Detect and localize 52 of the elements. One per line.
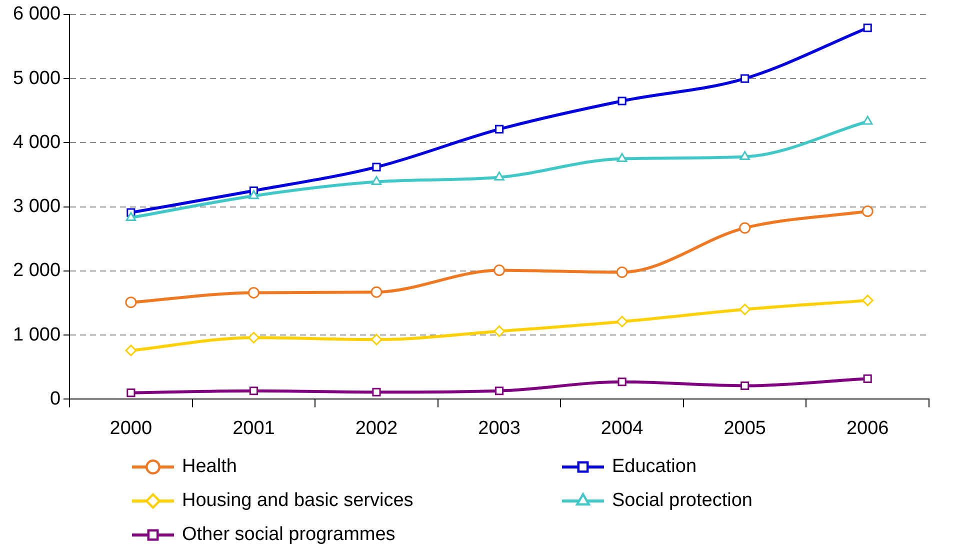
point <box>372 388 381 396</box>
x-tick-label: 2004 <box>600 418 644 439</box>
point <box>248 190 259 200</box>
point <box>740 381 750 390</box>
point <box>372 162 381 172</box>
legend-label: Other social programmes <box>182 524 396 546</box>
point <box>249 386 258 396</box>
point <box>371 176 382 186</box>
point <box>616 316 628 328</box>
legend-label: Social protection <box>612 490 752 512</box>
point <box>618 378 626 386</box>
y-tick-label: 3 000 <box>13 196 61 218</box>
point <box>739 304 751 316</box>
y-tick-label: 2 000 <box>13 260 61 282</box>
point <box>863 374 872 383</box>
legend-label: Housing and basic services <box>182 490 414 512</box>
point <box>494 264 506 276</box>
y-tick-label: 4 000 <box>13 132 61 153</box>
point <box>248 286 260 298</box>
point <box>494 124 504 134</box>
y-tick-label: 5 000 <box>13 68 61 89</box>
x-tick-label: 2000 <box>110 418 152 439</box>
point <box>248 332 260 344</box>
point <box>862 116 873 125</box>
x-tick-label: 2002 <box>355 418 398 439</box>
point <box>494 172 504 181</box>
y-tick-label: 0 <box>50 388 61 410</box>
point <box>494 325 506 337</box>
point <box>739 222 751 234</box>
point <box>863 24 872 32</box>
point <box>740 151 750 160</box>
x-tick-label: 2006 <box>846 418 889 439</box>
y-tick-label: 1 000 <box>13 324 61 346</box>
point <box>126 388 136 398</box>
legend-label: Health <box>182 456 237 478</box>
point <box>616 152 628 162</box>
point <box>126 212 136 221</box>
point <box>616 266 628 278</box>
point <box>125 296 137 308</box>
x-tick-label: 2003 <box>478 418 520 439</box>
x-tick-label: 2001 <box>232 418 275 439</box>
point <box>862 206 874 218</box>
legend-label: Education <box>612 456 697 478</box>
y-tick-label: 6 000 <box>13 4 61 25</box>
point <box>862 294 874 306</box>
point <box>618 96 626 106</box>
point <box>494 386 504 396</box>
point <box>370 334 382 346</box>
point <box>125 344 137 356</box>
point <box>740 74 750 83</box>
x-tick-label: 2005 <box>724 418 766 439</box>
point <box>370 286 382 298</box>
